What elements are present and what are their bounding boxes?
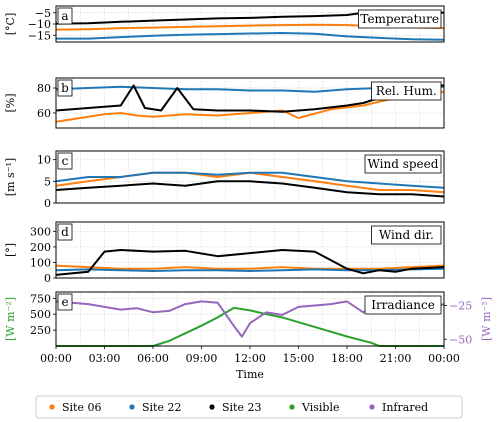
panel-title: Temperature [360,12,439,26]
ytick-label: 750 [30,292,51,305]
ytick-label: 500 [30,308,51,321]
series-line-visible [56,306,444,347]
legend-marker [49,404,55,410]
legend-label: Site 06 [62,401,101,414]
panel-d: 0 100 200 300 [°] d Wind dir. [4,221,445,285]
ytick-label: 5 [44,175,51,188]
panel-letter: d [61,225,69,239]
ylabel: [W m⁻²] [4,297,17,341]
xtick-label: 00:00 [40,352,72,365]
xtick-label: 06:00 [137,352,169,365]
legend-label: Site 22 [142,401,181,414]
series-line-site-23 [55,180,445,198]
panel-a: −15−10−5 [°C] a Temperature [4,5,445,43]
legend: Site 06 Site 22 Site 23 Visible Infrared [35,395,463,419]
xtick-label: 21:00 [380,352,412,365]
panel-letter: e [61,295,68,309]
panel-letter-box [57,152,73,170]
legend-label: Infrared [382,401,428,414]
series-line-site-06 [55,264,445,270]
legend-marker [369,404,375,410]
ytick-right-label: −50 [449,333,472,346]
ytick-label: 10 [37,154,51,167]
ylabel-right: [W m⁻²] [480,297,493,341]
panel-letter-box [57,223,73,241]
ylabel: [%] [4,93,17,112]
ylabel: [°C] [4,13,17,36]
panel-title: Rel. Hum. [376,84,437,98]
xtick-label: 09:00 [186,352,218,365]
ytick-label: −5 [35,7,51,20]
legend-marker [289,404,295,410]
panel-letter: b [61,81,69,95]
panel-title-box [364,295,442,315]
panel-letter-box [57,7,73,25]
ytick-label: 300 [30,225,51,238]
xlabel: Time [236,368,264,381]
ytick-label: −15 [28,29,51,42]
legend-marker [129,404,135,410]
panel-letter: c [62,154,69,168]
ytick-label: −10 [28,18,51,31]
ylabel: [°] [4,243,17,257]
panel-title-box [371,225,442,245]
panel-frame [55,77,445,129]
panel-letter-box [57,293,73,311]
xtick-label: 00:00 [428,352,460,365]
legend-frame [35,395,463,419]
panel-letter-box [57,79,73,97]
ytick-right-label: −25 [449,300,472,313]
ytick-label: 250 [30,324,51,337]
ytick-label: 200 [30,241,51,254]
panel-title: Irradiance [371,298,435,312]
panel-title-box [364,154,442,174]
panel-b: 60 80 [%] b Rel. Hum. [4,77,445,129]
ylabel: [m s⁻¹] [4,158,17,196]
panel-title: Wind dir. [379,228,434,242]
series-line-site-23 [55,249,445,276]
panel-c: 0 5 10 [m s⁻¹] c Wind speed [4,150,445,210]
ytick-label: 100 [30,256,51,269]
legend-marker [209,404,215,410]
ytick-label: 60 [37,107,51,120]
xtick-label: 15:00 [283,352,315,365]
ytick-label: 80 [37,82,51,95]
xtick-label: 18:00 [331,352,363,365]
panel-e: 250 500 750 −50 −25 [W m⁻²] [W m⁻²] e Irradiance [4,291,493,347]
ytick-label: 0 [44,272,51,285]
panel-title-box [371,81,442,101]
ytick-label: 0 [44,197,51,210]
xtick-label: 12:00 [234,352,266,365]
panel-frame [55,221,445,279]
series-line-site-06 [55,90,445,123]
series-line-site-22 [56,32,445,41]
panel-frame [55,150,445,204]
panel-title: Wind speed [368,157,439,171]
xtick-label: 03:00 [89,352,121,365]
series-line-site-22 [55,171,445,189]
panel-letter: a [61,9,68,23]
legend-label: Visible [301,401,340,414]
legend-label: Site 23 [222,401,261,414]
panel-title-box [357,9,442,29]
